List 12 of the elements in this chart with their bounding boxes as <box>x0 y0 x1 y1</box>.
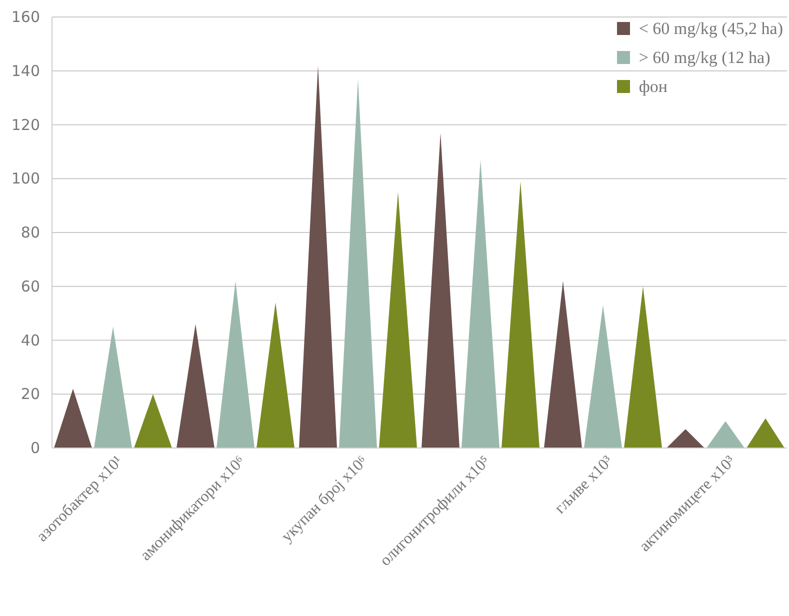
y-tick-label: 100 <box>11 170 40 188</box>
y-tick-label: 40 <box>20 331 40 350</box>
y-tick-label: 80 <box>20 224 40 242</box>
legend-label: < 60 mg/kg (45,2 ha) <box>638 18 783 40</box>
y-tick-label: 120 <box>11 116 40 134</box>
legend-label: > 60 mg/kg (12 ha) <box>638 47 770 69</box>
y-tick-label: 0 <box>30 439 40 457</box>
y-tick-label: 60 <box>20 277 40 296</box>
y-tick-label: 20 <box>20 385 40 404</box>
y-tick-label: 140 <box>11 62 40 80</box>
y-tick-label: 160 <box>11 8 40 26</box>
legend-label: фон <box>638 76 668 98</box>
